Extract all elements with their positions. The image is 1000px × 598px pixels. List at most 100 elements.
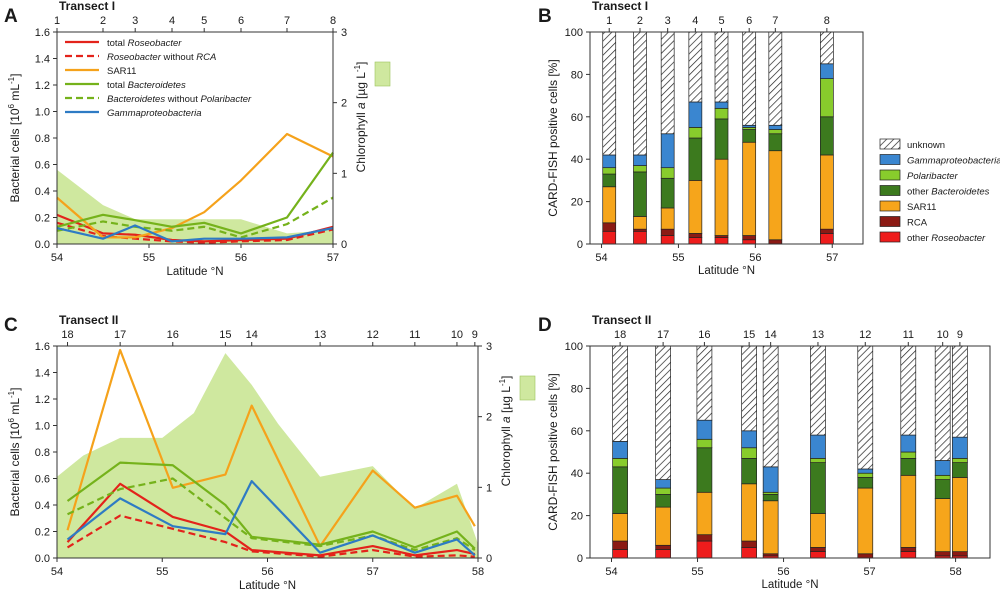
station-label: 1 (606, 15, 612, 27)
bar-segment-bact (820, 116, 834, 156)
y-tick-label: 40 (571, 154, 583, 166)
legend-label-unknown: unknown (907, 140, 945, 151)
series-line-3 (66, 461, 476, 550)
text-span: unknown (907, 140, 945, 151)
bar-segment-unknown (741, 345, 757, 432)
legend-label-4: Bacteroidetes without Polaribacter (107, 94, 252, 105)
bar-segment-sar11 (934, 498, 951, 552)
bar-segment-bact (688, 137, 703, 181)
station-label: 2 (637, 15, 643, 27)
y-tick-label: 0 (577, 553, 583, 565)
bar-segment-polari (688, 127, 703, 139)
y2-axis-label: Chlorophyll a [µg L-1] (353, 62, 368, 173)
text-span: -1 (7, 76, 16, 84)
panel-letter-b: B (538, 6, 552, 27)
station-label: 4 (692, 15, 698, 27)
series-line-1 (66, 514, 475, 558)
y-tick-label: 1.2 (35, 80, 50, 92)
x-tick-label: 56 (261, 566, 273, 578)
x-tick-label: 56 (749, 252, 761, 264)
x-axis-label: Latitude °N (698, 265, 755, 277)
series-line-2 (66, 348, 476, 548)
legend-swatch-rca (879, 216, 901, 227)
y2-tick-label: 3 (341, 27, 347, 39)
text-span: [µg L (354, 72, 368, 103)
x-tick-label: 54 (595, 252, 607, 264)
y-tick-label: 0.6 (35, 160, 50, 172)
station-label: 8 (330, 15, 336, 27)
bar-segment-bact (857, 477, 874, 489)
x-tick-label: 56 (235, 252, 247, 264)
bar-segment-polari (714, 107, 729, 120)
bar-segment-bact (741, 458, 757, 485)
bar-segment-polari (602, 167, 617, 175)
bar-segment-gamma (820, 63, 834, 79)
panel-d-bar-chart: 18 17 16 15 14 13 12 11 10 9 0 20 40 60 80 100 54 55 56 57 5… (546, 313, 991, 591)
x-tick-label: 57 (826, 252, 838, 264)
station-label: 18 (614, 329, 626, 341)
station-label: 13 (812, 329, 824, 341)
legend-swatch-ros (879, 231, 901, 243)
y2-tick-label: 0 (341, 239, 347, 251)
bar-segment-unknown (810, 345, 826, 436)
y-tick-label: 0.4 (35, 500, 50, 512)
transect-title: Transect I (59, 0, 115, 13)
bar-segment-bact (742, 129, 757, 143)
x-axis-label: Latitude °N (239, 580, 296, 592)
y-tick-label: 0.4 (35, 186, 50, 198)
x-axis-label: Latitude °N (166, 266, 223, 278)
station-label: 17 (114, 329, 126, 341)
bar-segment-unknown (820, 31, 834, 65)
bar-segment-bact (655, 494, 671, 508)
bar-segment-gamma (714, 101, 729, 109)
station-label: 6 (746, 15, 752, 27)
panel-letter-c: C (4, 315, 18, 336)
bar-segment-sar11 (612, 513, 628, 542)
bar-segment-polari (900, 451, 917, 459)
y-tick-label: 0.8 (35, 133, 50, 145)
x-tick-label: 54 (51, 566, 63, 578)
station-label: 9 (957, 329, 963, 341)
y-tick-label: 100 (565, 27, 583, 39)
bar-segment-sar11 (633, 216, 647, 230)
bar-segment-polari (633, 165, 647, 173)
text-span: -1 (498, 378, 507, 386)
bar-segment-rca (810, 547, 826, 552)
bar-segment-unknown (768, 31, 783, 126)
chlorophyll-swatch (374, 61, 391, 87)
y-tick-label: 0 (577, 239, 583, 251)
text-span: Roseobacter (107, 52, 162, 63)
y-tick-label: 0.2 (35, 527, 50, 539)
y2-tick-label: 3 (486, 341, 492, 353)
bar-segment-rca (612, 540, 628, 550)
bar-segment-sar11 (820, 154, 834, 230)
legend-swatch-gamma (879, 154, 901, 165)
y2-axis-label: Chlorophyll a [µg L-1] (498, 376, 513, 487)
bar-segment-unknown (602, 31, 617, 156)
y-tick-label: 0.8 (35, 447, 50, 459)
text-span: ] (354, 62, 368, 65)
y2-tick-label: 1 (341, 168, 347, 180)
y-tick-label: 0.6 (35, 474, 50, 486)
bar-segment-gamma (810, 434, 826, 459)
bar-segment-rca (602, 222, 617, 232)
bar-segment-gamma (762, 466, 779, 493)
bar-segment-polari (952, 458, 968, 463)
station-label: 17 (657, 329, 669, 341)
bar-segment-sar11 (768, 150, 783, 241)
bar-segment-unknown (934, 345, 951, 461)
x-tick-label: 58 (949, 566, 961, 578)
series-line-4 (56, 196, 334, 239)
bar-segment-sar11 (660, 207, 675, 230)
y-axis-label: Bacterial cells [106 mL-1] (7, 74, 22, 203)
bar-segment-unknown (762, 345, 779, 468)
x-tick-label: 58 (472, 566, 484, 578)
y2-tick-label: 1 (486, 482, 492, 494)
bar-segment-gamma (934, 460, 951, 476)
bar-segment-rca (857, 553, 874, 559)
bar-segment-unknown (688, 31, 703, 103)
bar-segment-ros (820, 233, 834, 245)
text-span: Polaribacter (907, 171, 959, 182)
bar-segment-rca (934, 551, 951, 557)
